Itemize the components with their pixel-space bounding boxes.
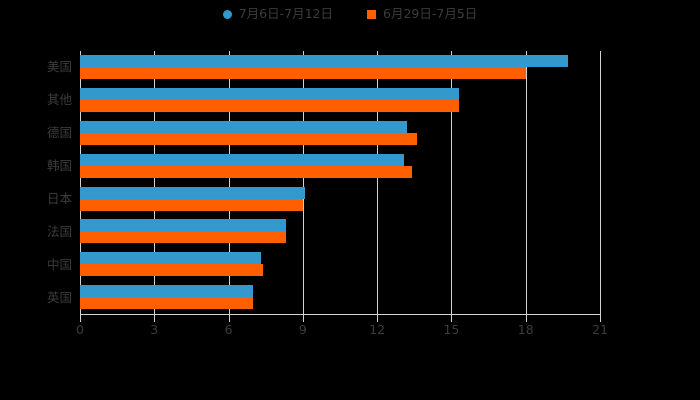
legend-label-series-1: 7月6日-7月12日 xyxy=(238,6,333,21)
tick-mark-0 xyxy=(80,314,81,322)
tick-mark-15 xyxy=(451,314,453,322)
bar-series-1[interactable] xyxy=(80,55,568,67)
bar-group xyxy=(80,150,600,183)
x-axis-line xyxy=(80,314,601,315)
bar-series-1[interactable] xyxy=(80,87,459,100)
y-axis-label-4: 日本 xyxy=(46,190,72,206)
x-axis-label-4: 12 xyxy=(369,322,386,337)
bar-group xyxy=(80,51,600,84)
bar-group xyxy=(80,248,600,281)
x-axis-label-2: 6 xyxy=(224,322,233,337)
bar-series-2[interactable] xyxy=(80,297,254,310)
bar-group xyxy=(80,281,600,314)
y-axis-label-7: 英国 xyxy=(46,289,72,305)
y-axis-label-6: 中国 xyxy=(46,256,72,272)
y-axis-label-2: 德国 xyxy=(46,125,72,141)
bar-series-2[interactable] xyxy=(80,67,526,79)
bar-series-2[interactable] xyxy=(80,264,264,277)
y-axis-label-5: 法国 xyxy=(46,223,72,239)
tick-mark-6 xyxy=(228,314,230,322)
bar-series-1[interactable] xyxy=(80,120,407,133)
gridline-9 xyxy=(302,51,304,314)
x-axis-label-3: 9 xyxy=(298,322,307,337)
tick-mark-21 xyxy=(600,314,601,322)
bar-series-2[interactable] xyxy=(80,132,417,145)
chart-legend: 7月6日-7月12日 6月29日-7月5日 xyxy=(0,6,700,21)
x-axis-label-0: 0 xyxy=(76,322,84,337)
y-axis-category-labels: 美国其他德国韩国日本法国中国英国 xyxy=(0,51,72,314)
circle-marker-icon xyxy=(222,9,232,19)
bar-series-2[interactable] xyxy=(80,99,459,112)
gridline-0 xyxy=(80,51,81,314)
legend-item-series-1[interactable]: 7月6日-7月12日 xyxy=(222,6,333,21)
gridline-21 xyxy=(600,51,601,314)
bar-group xyxy=(80,84,600,117)
legend-label-series-2: 6月29日-7月5日 xyxy=(383,6,478,21)
tick-mark-3 xyxy=(154,314,156,322)
x-axis-label-5: 15 xyxy=(443,322,460,337)
bar-series-1[interactable] xyxy=(80,186,306,199)
tick-mark-12 xyxy=(377,314,379,322)
gridline-12 xyxy=(377,51,379,314)
bar-series-2[interactable] xyxy=(80,165,412,178)
x-axis-label-6: 18 xyxy=(517,322,534,337)
bar-series-1[interactable] xyxy=(80,285,254,298)
bar-group xyxy=(80,215,600,248)
y-axis-label-0: 美国 xyxy=(46,59,72,75)
x-axis-label-7: 21 xyxy=(592,322,608,337)
bar-group xyxy=(80,183,600,216)
y-axis-label-1: 其他 xyxy=(46,92,72,108)
bar-series-2[interactable] xyxy=(80,231,286,244)
legend-item-series-2[interactable]: 6月29日-7月5日 xyxy=(367,6,478,21)
gridline-15 xyxy=(451,51,453,314)
gridline-18 xyxy=(525,51,527,314)
bar-series-2[interactable] xyxy=(80,198,303,211)
x-axis-tick-labels: 0 3 6 9 12 15 18 21 xyxy=(0,322,700,344)
bar-series-1[interactable] xyxy=(80,153,405,166)
bar-series-1[interactable] xyxy=(80,219,286,232)
tick-mark-9 xyxy=(302,314,304,322)
plot-area xyxy=(80,51,601,314)
x-axis-label-1: 3 xyxy=(150,322,159,337)
square-marker-icon xyxy=(367,9,376,19)
tick-mark-18 xyxy=(525,314,527,322)
bar-series-1[interactable] xyxy=(80,252,261,265)
gridline-6 xyxy=(228,51,230,314)
gridline-3 xyxy=(154,51,156,314)
y-axis-label-3: 韩国 xyxy=(46,158,72,174)
bar-group xyxy=(80,117,600,150)
